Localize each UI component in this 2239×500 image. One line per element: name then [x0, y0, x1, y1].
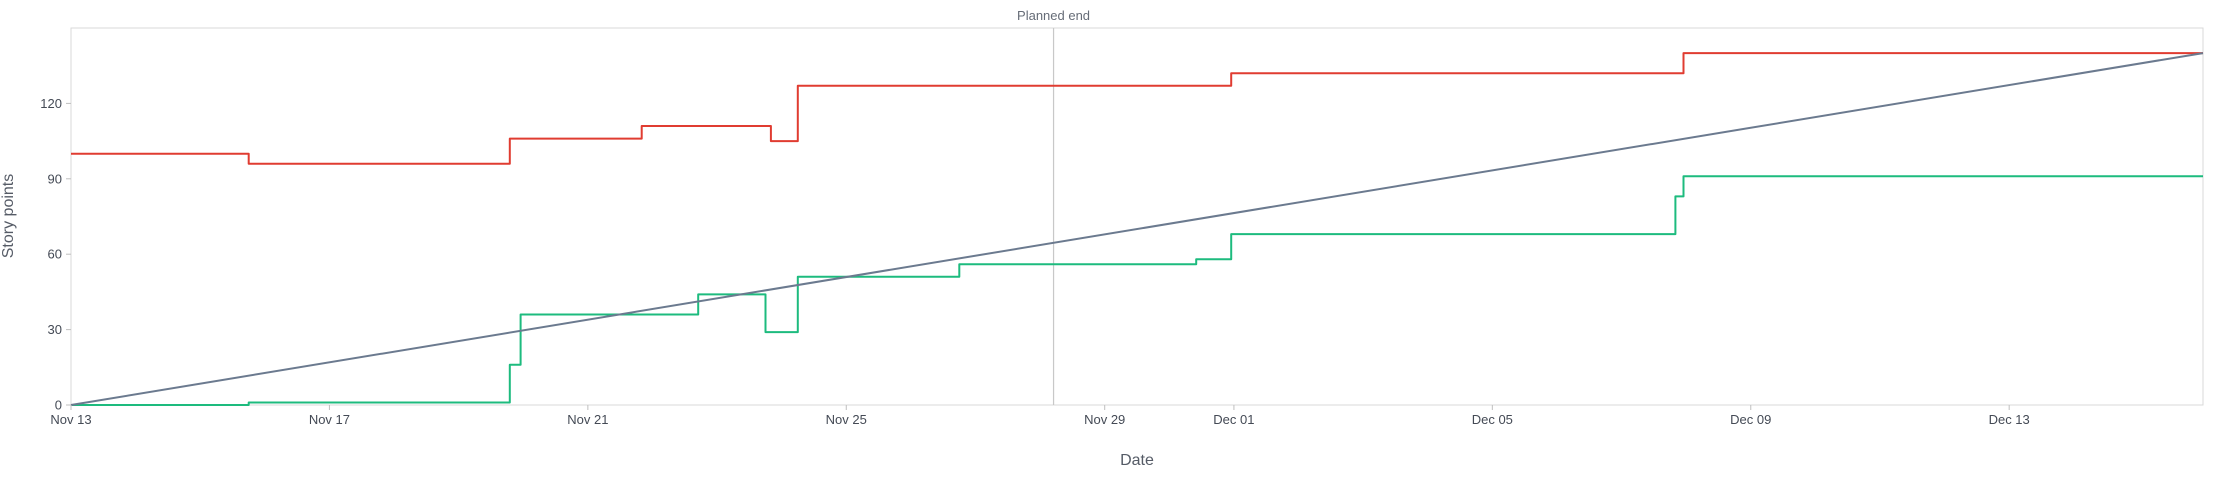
x-axis-title: Date [1120, 452, 1154, 469]
y-tick-label: 60 [48, 247, 62, 262]
annotation-layer: Planned end [1017, 8, 1090, 405]
x-tick-label: Nov 29 [1084, 412, 1125, 427]
x-axis-ticks: Nov 13 Nov 17 Nov 21 Nov 25 Nov 29 Dec 01 Dec … [50, 405, 2030, 427]
y-tick-label: 30 [48, 322, 62, 337]
x-tick-label: Nov 13 [50, 412, 91, 427]
x-tick-label: Dec 05 [1472, 412, 1513, 427]
x-tick-label: Nov 17 [309, 412, 350, 427]
planned-end-label: Planned end [1017, 8, 1090, 23]
series-layer [70, 52, 2204, 406]
completed-line [71, 175, 2203, 406]
x-tick-label: Dec 13 [1989, 412, 2030, 427]
y-tick-label: 90 [48, 171, 62, 186]
scope-line [71, 52, 2203, 165]
x-tick-label: Nov 21 [567, 412, 608, 427]
y-tick-label: 120 [40, 96, 62, 111]
x-tick-label: Nov 25 [826, 412, 867, 427]
x-tick-label: Dec 01 [1213, 412, 1254, 427]
y-tick-label: 0 [55, 398, 62, 413]
x-tick-label: Dec 09 [1730, 412, 1771, 427]
y-axis-ticks: 0 30 60 90 120 [40, 96, 71, 413]
plot-frame [70, 27, 2204, 406]
ideal-line [70, 52, 2204, 406]
y-axis-title: Story points [0, 174, 17, 258]
